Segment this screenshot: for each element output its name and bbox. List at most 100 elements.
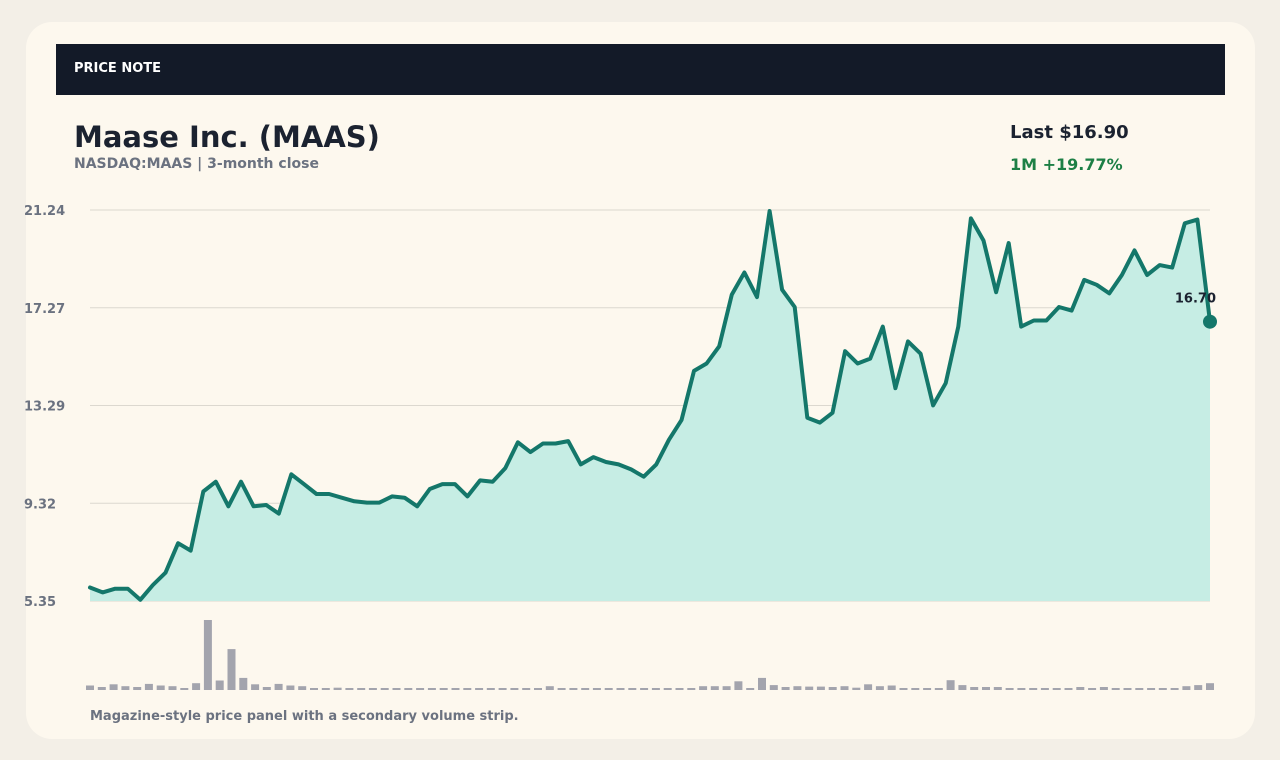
volume-bar bbox=[239, 677, 248, 690]
header-label: PRICE NOTE bbox=[74, 61, 162, 76]
volume-bar bbox=[1064, 688, 1073, 690]
volume-bar bbox=[368, 688, 377, 690]
volume-bar bbox=[545, 686, 554, 690]
volume-bar bbox=[852, 687, 861, 690]
volume-bar bbox=[828, 687, 837, 690]
volume-bar bbox=[887, 685, 896, 690]
volume-bar bbox=[1158, 688, 1167, 690]
volume-bar bbox=[875, 686, 884, 690]
volume-bar bbox=[923, 688, 932, 690]
volume-bar bbox=[1123, 688, 1132, 690]
volume-bar bbox=[121, 686, 130, 690]
volume-bar bbox=[769, 685, 778, 690]
volume-bar bbox=[1135, 688, 1144, 690]
volume-bar bbox=[1040, 688, 1049, 690]
volume-bar bbox=[168, 686, 177, 690]
volume-bar bbox=[286, 685, 295, 690]
volume-bar bbox=[498, 688, 507, 690]
y-tick-label: 13.29 bbox=[24, 400, 65, 415]
volume-bar bbox=[640, 688, 649, 690]
volume-bar bbox=[840, 686, 849, 690]
volume-bar bbox=[486, 688, 495, 690]
volume-bar bbox=[109, 684, 118, 690]
last-point-label: 16.70 bbox=[1175, 292, 1216, 307]
volume-bar bbox=[1076, 687, 1085, 690]
y-tick-label: 21.24 bbox=[24, 204, 65, 219]
volume-bar bbox=[274, 683, 283, 690]
volume-bar bbox=[1147, 688, 1156, 690]
volume-bar bbox=[97, 687, 106, 690]
volume-bar bbox=[451, 688, 460, 690]
volume-bar bbox=[616, 688, 625, 690]
volume-bar bbox=[1005, 688, 1014, 690]
volume-bar bbox=[604, 688, 613, 690]
volume-bar bbox=[215, 680, 224, 690]
volume-bar bbox=[663, 688, 672, 690]
volume-bar bbox=[793, 686, 802, 690]
volume-bar bbox=[522, 688, 531, 690]
volume-bar bbox=[899, 688, 908, 690]
volume-bar bbox=[699, 686, 708, 690]
y-tick-label: 17.27 bbox=[24, 302, 65, 317]
volume-bar bbox=[1017, 688, 1026, 690]
last-price: Last $16.90 bbox=[1010, 122, 1129, 143]
volume-bar bbox=[534, 688, 542, 690]
volume-bar bbox=[310, 688, 318, 690]
volume-bar bbox=[557, 688, 566, 690]
volume-bar bbox=[864, 684, 873, 690]
volume-bar bbox=[687, 688, 696, 690]
volume-bar bbox=[651, 688, 660, 690]
volume-bar bbox=[251, 684, 260, 690]
volume-bar bbox=[333, 687, 342, 690]
volume-bar bbox=[993, 687, 1002, 690]
y-tick-label: 9.32 bbox=[24, 497, 56, 512]
volume-bar bbox=[357, 688, 366, 690]
volume-bar bbox=[262, 687, 271, 690]
last-point-marker bbox=[1203, 314, 1217, 329]
volume-bar bbox=[911, 688, 920, 690]
header-bar: PRICE NOTE bbox=[56, 44, 1225, 95]
volume-bar bbox=[392, 688, 401, 690]
volume-bar bbox=[416, 688, 425, 690]
volume-bar bbox=[781, 687, 790, 690]
volume-bar bbox=[380, 688, 389, 690]
volume-bar bbox=[805, 686, 814, 690]
volume-bar bbox=[86, 685, 94, 690]
volume-bar bbox=[816, 686, 825, 690]
volume-bar bbox=[227, 649, 236, 690]
volume-bar bbox=[133, 687, 142, 690]
volume-bar bbox=[321, 688, 330, 690]
y-tick-label: 5.35 bbox=[24, 595, 56, 610]
volume-bar bbox=[203, 620, 212, 690]
volume-bar bbox=[982, 687, 990, 690]
volume-bar bbox=[404, 688, 413, 690]
volume-bar bbox=[510, 688, 519, 690]
volume-bar bbox=[970, 687, 979, 690]
volume-bar bbox=[934, 688, 943, 690]
volume-bar bbox=[192, 683, 201, 690]
volume-bar bbox=[1182, 686, 1191, 690]
volume-bar bbox=[144, 683, 153, 690]
volume-bar bbox=[628, 688, 637, 690]
volume-bar bbox=[746, 688, 755, 690]
volume-bar bbox=[427, 688, 436, 690]
volume-bar bbox=[592, 688, 601, 690]
volume-bar bbox=[1099, 687, 1108, 690]
volume-bar bbox=[475, 688, 484, 690]
chart-caption: Magazine-style price panel with a second… bbox=[90, 709, 519, 724]
volume-bar bbox=[1111, 688, 1120, 690]
volume-bar bbox=[758, 677, 766, 690]
volume-bar bbox=[675, 688, 684, 690]
volume-bar bbox=[1206, 683, 1214, 690]
volume-bar bbox=[439, 688, 448, 690]
change-badge: 1M +19.77% bbox=[1010, 155, 1123, 174]
page-title: Maase Inc. (MAAS) bbox=[74, 120, 380, 154]
volume-bar bbox=[734, 681, 743, 690]
volume-bar bbox=[581, 688, 590, 690]
volume-bar bbox=[1029, 688, 1038, 690]
volume-bar bbox=[345, 688, 354, 690]
volume-bar bbox=[710, 686, 719, 690]
volume-bar bbox=[722, 686, 731, 690]
volume-bar bbox=[1170, 688, 1179, 690]
